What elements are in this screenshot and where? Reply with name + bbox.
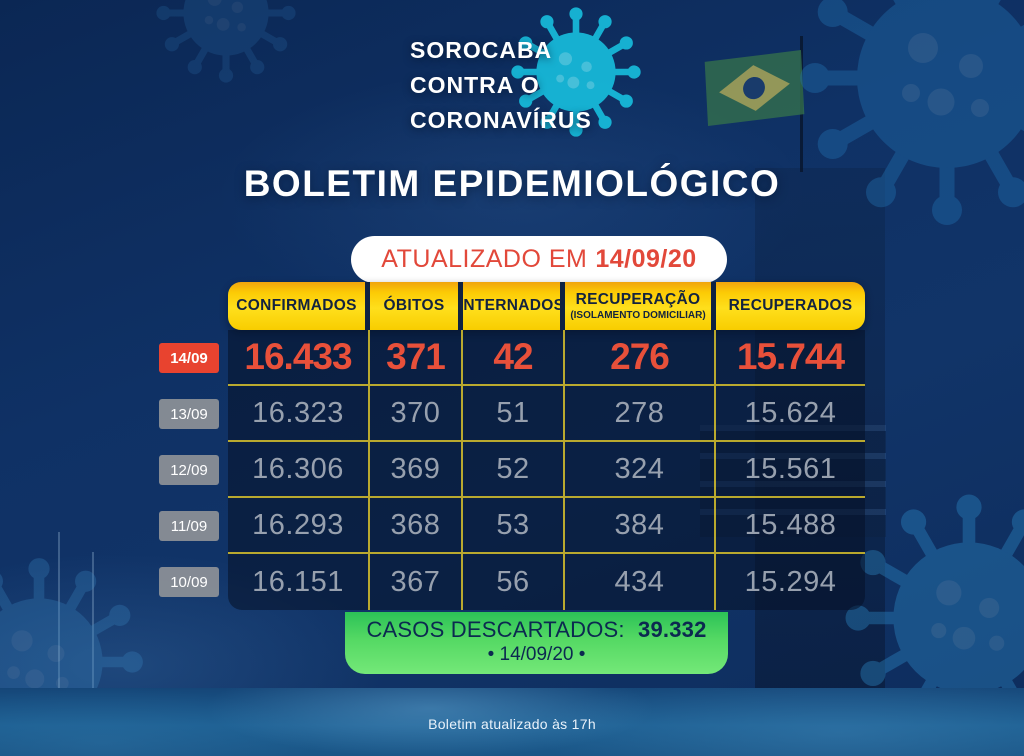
footer-strip [0, 688, 1024, 756]
value-cell: 15.624 [716, 386, 865, 442]
discarded-label: CASOS DESCARTADOS: [366, 617, 625, 642]
date-badge: 14/09 [159, 343, 219, 373]
table-body: 16.433 371 42 276 15.744 16.323 370 51 2… [228, 330, 865, 610]
value-cell: 367 [370, 554, 463, 610]
value-cell: 16.306 [228, 442, 370, 498]
column-header-label: INTERNADOS [458, 297, 565, 314]
value-cell: 278 [565, 386, 716, 442]
footer-note: Boletim atualizado às 17h [428, 716, 596, 732]
value-cell: 369 [370, 442, 463, 498]
value-cell: 368 [370, 498, 463, 554]
value-cell: 16.151 [228, 554, 370, 610]
value-cell: 53 [463, 498, 565, 554]
brazil-flag-icon [704, 50, 805, 126]
discarded-date: • 14/09/20 • [487, 644, 586, 665]
table-header-row: CONFIRMADOS ÓBITOS INTERNADOS RECUPERAÇÃ… [228, 282, 865, 330]
brand-line-1: SOROCABA [410, 37, 553, 63]
value-cell: 56 [463, 554, 565, 610]
discarded-value: 39.332 [638, 617, 707, 642]
value-cell: 16.323 [228, 386, 370, 442]
date-badge: 12/09 [159, 455, 219, 485]
updated-badge-date: 14/09/20 [595, 245, 697, 273]
brand-line-3: CORONAVÍRUS [410, 107, 592, 133]
column-header-recuperados: RECUPERADOS [716, 282, 865, 330]
brand-line-2: CONTRA O [410, 72, 540, 98]
value-cell: 384 [565, 498, 716, 554]
value-cell: 324 [565, 442, 716, 498]
column-header-label: RECUPERADOS [728, 297, 853, 314]
value-cell: 16.293 [228, 498, 370, 554]
value-cell: 276 [565, 330, 716, 386]
updated-badge-prefix: ATUALIZADO EM [381, 245, 588, 273]
column-header-label: RECUPERAÇÃO [575, 291, 701, 308]
value-cell: 51 [463, 386, 565, 442]
page-title: BOLETIM EPIDEMIOLÓGICO [243, 163, 781, 204]
value-cell: 15.294 [744, 565, 837, 598]
value-cell: 16.433 [228, 330, 370, 386]
updated-badge: ATUALIZADO EM 14/09/20 [351, 236, 727, 283]
value-cell: 52 [463, 442, 565, 498]
column-header-internados: INTERNADOS [459, 282, 565, 330]
brand-logo: SOROCABA CONTRA O CORONAVÍRUS [410, 33, 592, 138]
column-header-obitos: ÓBITOS [370, 282, 463, 330]
value-cell: 15.488 [716, 498, 865, 554]
date-badge: 13/09 [159, 399, 219, 429]
column-header-confirmados: CONFIRMADOS [228, 282, 370, 330]
column-header-sublabel: (ISOLAMENTO DOMICILIAR) [570, 310, 706, 321]
date-badge: 11/09 [159, 511, 219, 541]
value-cell: 15.744 [716, 330, 865, 386]
value-cell: 15.561 [716, 442, 865, 498]
coronavirus-icon-faint [150, 0, 302, 84]
column-header-label: ÓBITOS [383, 297, 445, 314]
value-cell: 42 [463, 330, 565, 386]
column-header-label: CONFIRMADOS [236, 297, 357, 314]
small-flagpole [92, 552, 94, 692]
column-header-recuperacao: RECUPERAÇÃO (ISOLAMENTO DOMICILIAR) [565, 282, 716, 330]
value-cell: 371 [370, 330, 463, 386]
epidemiology-table: CONFIRMADOS ÓBITOS INTERNADOS RECUPERAÇÃ… [228, 282, 865, 610]
value-cell: 370 [370, 386, 463, 442]
value-cell: 434 [565, 554, 716, 610]
date-badge: 10/09 [159, 567, 219, 597]
discarded-cases-banner: CASOS DESCARTADOS: 39.332 • 14/09/20 • [345, 612, 728, 674]
